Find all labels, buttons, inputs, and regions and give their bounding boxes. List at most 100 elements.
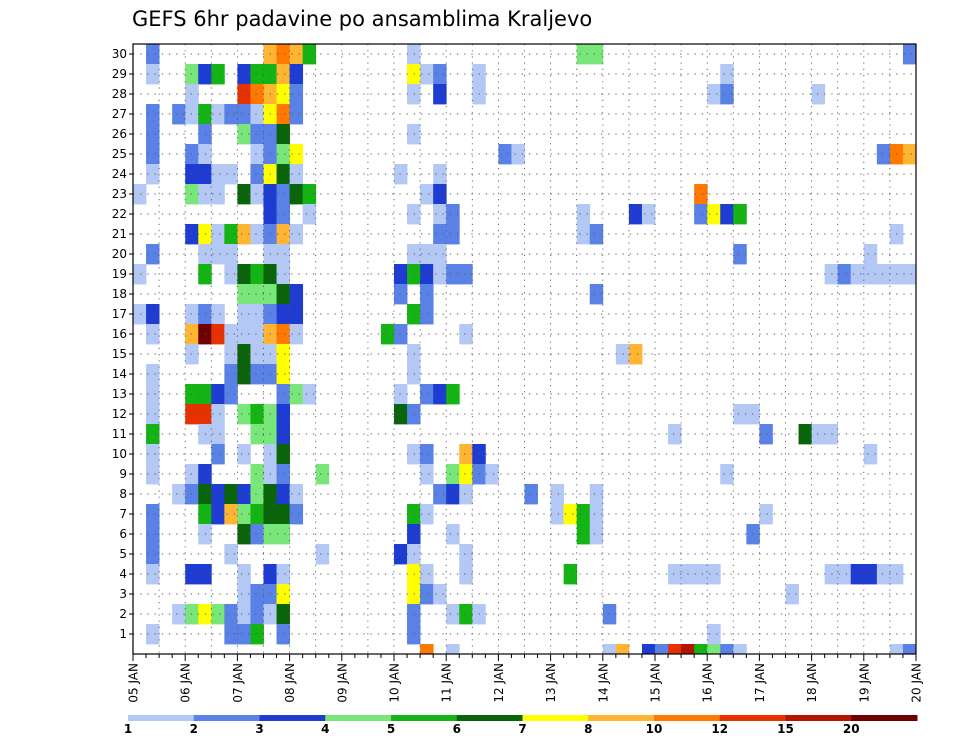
precip-cell xyxy=(237,524,251,545)
precip-cell xyxy=(407,564,421,585)
precip-cell xyxy=(237,184,251,205)
precip-cell xyxy=(276,364,290,385)
legend-swatch xyxy=(391,715,458,721)
precip-cell xyxy=(889,644,904,655)
precip-cell xyxy=(211,64,225,85)
precip-cell xyxy=(289,184,304,205)
x-tick-label: 13 JAN xyxy=(544,663,558,703)
precip-cell xyxy=(146,124,160,145)
precip-cell xyxy=(707,84,721,105)
precip-cell xyxy=(276,184,290,205)
precip-cell xyxy=(198,184,225,205)
precip-cell xyxy=(185,324,199,345)
precip-cell xyxy=(446,604,460,625)
precip-cell xyxy=(146,444,160,465)
precip-cell xyxy=(720,204,734,225)
chart-title: GEFS 6hr padavine po ansamblima Kraljevo xyxy=(132,7,592,31)
precip-cell xyxy=(185,84,199,105)
precip-cell xyxy=(211,484,225,505)
y-tick-label: 20 xyxy=(112,247,127,261)
precip-cell xyxy=(146,44,160,65)
y-tick-label: 7 xyxy=(119,507,127,521)
y-tick-label: 2 xyxy=(119,607,127,621)
legend-level-label: 5 xyxy=(387,722,395,736)
legend-swatch xyxy=(654,715,721,721)
precip-cell xyxy=(276,384,290,405)
precip-cell xyxy=(211,104,225,125)
precip-cell xyxy=(289,104,304,125)
precip-cell xyxy=(146,364,160,385)
precip-cell xyxy=(146,64,160,85)
y-tick-label: 22 xyxy=(112,207,127,221)
legend-level-label: 20 xyxy=(843,722,860,736)
precip-cell xyxy=(289,144,304,165)
precip-cell xyxy=(589,484,604,505)
precip-cell xyxy=(224,324,238,345)
precip-cell xyxy=(146,424,160,445)
y-tick-label: 9 xyxy=(119,467,127,481)
precip-cell xyxy=(185,464,199,485)
precip-cell xyxy=(237,224,251,245)
precip-cell xyxy=(720,464,734,485)
precip-cell xyxy=(276,584,290,605)
precip-cell xyxy=(185,144,199,165)
precip-cell xyxy=(433,64,447,85)
precip-cell xyxy=(185,484,199,505)
precip-cell xyxy=(198,244,238,265)
precip-cell xyxy=(211,324,225,345)
precip-cell xyxy=(198,604,212,625)
precip-cell xyxy=(211,304,225,325)
precip-cell xyxy=(485,464,499,485)
precip-cell xyxy=(276,264,290,285)
precip-cell xyxy=(394,284,408,305)
x-tick-label: 09 JAN xyxy=(335,663,349,703)
precip-cell xyxy=(211,164,238,185)
precip-cell xyxy=(459,604,473,625)
precip-cell xyxy=(407,604,421,625)
precip-cell xyxy=(563,504,578,525)
precip-cell xyxy=(237,564,251,585)
precip-cell xyxy=(420,644,434,655)
y-tick-label: 23 xyxy=(112,187,127,201)
precip-cell xyxy=(759,504,773,525)
precip-cell xyxy=(250,524,264,545)
precip-cell xyxy=(407,364,421,385)
precip-cell xyxy=(707,204,721,225)
precip-cell xyxy=(407,444,421,465)
precip-cell xyxy=(302,184,317,205)
x-axis: 05 JAN 06 JAN 07 JAN 08 JAN 09 JAN 10 JAN 11 J… xyxy=(127,654,924,703)
y-tick-label: 8 xyxy=(119,487,127,501)
precip-cell xyxy=(263,244,290,265)
precip-cell xyxy=(250,84,264,105)
precip-cell xyxy=(433,164,447,185)
precip-cell xyxy=(276,444,290,465)
precip-cell xyxy=(511,144,525,165)
precip-cell xyxy=(302,204,317,225)
precip-cell xyxy=(785,584,799,605)
precip-cell xyxy=(289,224,304,245)
precip-cell xyxy=(211,504,225,525)
precip-cell xyxy=(433,264,447,285)
x-tick-label: 07 JAN xyxy=(231,663,245,703)
precip-cell xyxy=(276,124,290,145)
precip-cell xyxy=(733,644,747,655)
precip-cell xyxy=(459,464,473,485)
precip-cell xyxy=(407,524,421,545)
precip-cell xyxy=(863,244,878,265)
precip-cell xyxy=(237,504,251,525)
precip-cell xyxy=(394,264,408,285)
precip-cell xyxy=(198,324,212,345)
precip-cell xyxy=(433,204,447,225)
precip-cell xyxy=(146,624,160,645)
x-tick-label: 15 JAN xyxy=(649,663,663,703)
precip-cell xyxy=(668,564,721,585)
precip-cell xyxy=(407,84,421,105)
precip-cell xyxy=(420,64,434,85)
legend-level-label: 2 xyxy=(190,722,198,736)
precip-cell xyxy=(407,584,421,605)
precip-cell xyxy=(394,164,408,185)
precip-cell xyxy=(237,104,251,125)
x-tick-label: 17 JAN xyxy=(753,663,767,703)
precip-cell xyxy=(407,124,421,145)
x-tick-label: 08 JAN xyxy=(283,663,297,703)
